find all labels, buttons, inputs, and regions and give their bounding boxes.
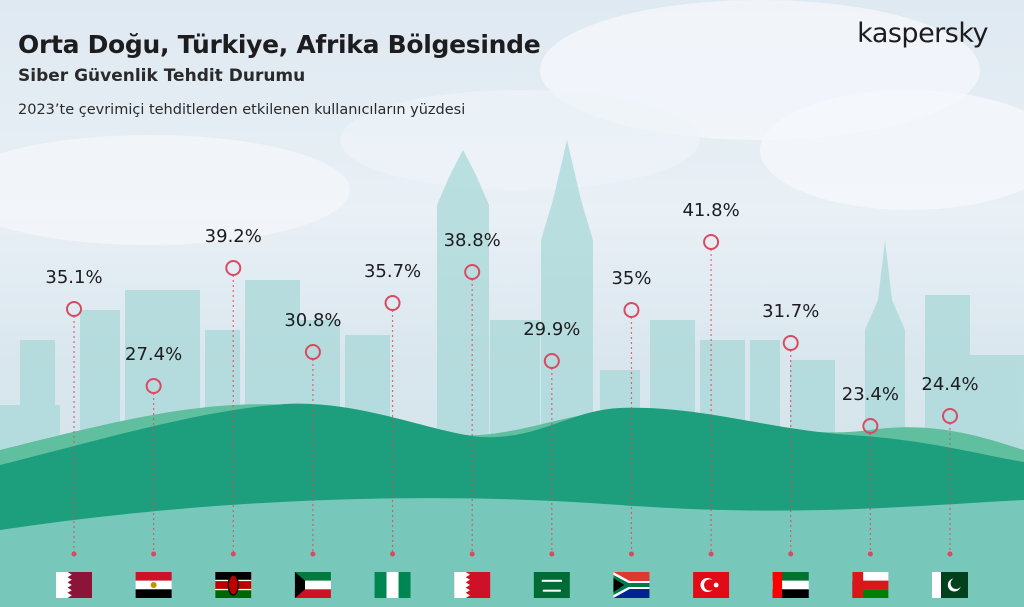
chart-caption: 2023’te çevrimiçi tehditlerden etkilenen…	[18, 102, 466, 118]
leader-end-dot	[947, 551, 953, 557]
turkey-flag	[693, 572, 730, 598]
data-label: 35%	[611, 268, 651, 289]
leader-end-dot	[390, 551, 396, 557]
pakistan-flag	[932, 572, 968, 598]
data-label: 30.8%	[284, 310, 341, 331]
data-point-marker	[464, 264, 481, 280]
data-label: 41.8%	[682, 200, 739, 221]
leader-end-dot	[469, 551, 475, 557]
egypt-flag	[135, 572, 172, 598]
data-point-marker	[782, 335, 799, 351]
leader-end-dot	[230, 551, 236, 557]
data-label: 24.4%	[921, 374, 978, 395]
saudi-arabia-flag	[533, 572, 570, 598]
kuwait-flag	[294, 572, 331, 598]
data-label: 35.1%	[45, 267, 102, 288]
kenya-flag	[215, 572, 252, 598]
leader-end-dot	[310, 551, 316, 557]
leader-lines	[71, 249, 953, 557]
chart-title: Orta Doğu, Türkiye, Afrika Bölgesinde	[18, 30, 541, 59]
leader-end-dot	[867, 551, 873, 557]
data-point-marker	[304, 344, 321, 360]
leader-end-dot	[71, 551, 77, 557]
nigeria-flag	[374, 572, 411, 598]
data-label: 29.9%	[523, 319, 580, 340]
leader-end-dot	[151, 551, 157, 557]
data-labels: 35.1% 27.4% 39.2% 30.8% 35.7% 38.8% 29.9% 35% 41…	[45, 200, 978, 405]
leader-end-dot	[628, 551, 634, 557]
qatar-flag	[56, 572, 92, 598]
cloud-background	[0, 0, 1024, 245]
leader-end-dot	[788, 551, 794, 557]
data-label: 23.4%	[842, 384, 899, 405]
data-label: 38.8%	[444, 230, 501, 251]
data-label: 39.2%	[205, 226, 262, 247]
uae-flag	[772, 572, 809, 598]
leader-end-dot	[708, 551, 714, 557]
data-point-marker	[225, 260, 242, 276]
leader-end-dot	[549, 551, 555, 557]
data-point-marker	[862, 418, 879, 434]
data-point-marker	[384, 295, 401, 311]
data-point-marker	[623, 302, 640, 318]
data-markers	[66, 234, 958, 434]
oman-flag	[852, 572, 889, 598]
data-point-marker	[66, 301, 82, 317]
data-label: 35.7%	[364, 261, 421, 282]
bahrain-flag	[454, 572, 491, 598]
data-point-marker	[543, 353, 560, 369]
data-label: 27.4%	[125, 344, 182, 365]
country-flags	[56, 572, 968, 598]
data-point-marker	[942, 408, 958, 424]
data-point-marker	[703, 234, 720, 250]
brand-logo: kaspersky	[857, 18, 988, 49]
data-point-marker	[145, 378, 162, 394]
data-label: 31.7%	[762, 301, 819, 322]
south-africa-flag	[613, 572, 650, 598]
water-band	[0, 498, 1024, 607]
chart-subtitle: Siber Güvenlik Tehdit Durumu	[18, 66, 306, 86]
